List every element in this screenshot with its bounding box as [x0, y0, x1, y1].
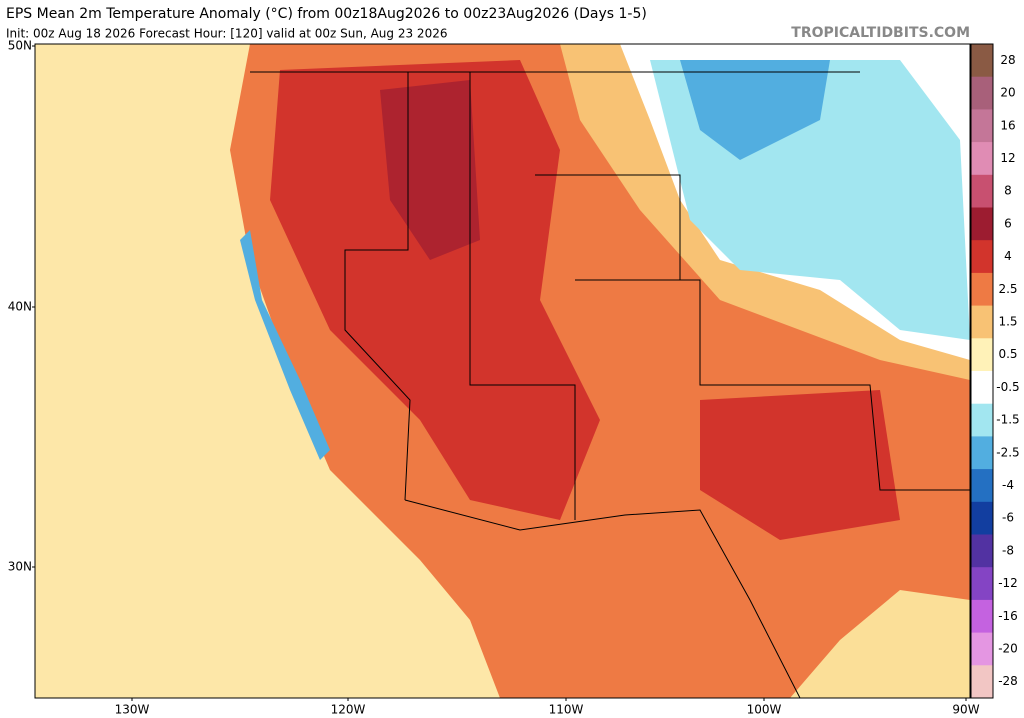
colorbar-swatch	[971, 142, 993, 176]
lat-label: 50N	[8, 39, 32, 53]
colorbar-swatch	[971, 501, 993, 535]
colorbar-label: 0.5	[998, 347, 1017, 361]
lon-labels: 130W 120W 110W 100W 90W	[115, 698, 980, 717]
colorbar-swatch	[971, 207, 993, 241]
colorbar-label: -2.5	[996, 445, 1019, 459]
colorbar-label: -8	[1002, 543, 1014, 557]
colorbar-swatch	[971, 534, 993, 568]
colorbar-frame	[970, 43, 994, 699]
colorbar-label: 20	[1000, 86, 1015, 100]
colorbar-swatch	[971, 305, 993, 339]
colorbar-label: 16	[1000, 118, 1015, 132]
colorbar-label: -1.5	[996, 413, 1019, 427]
colorbar-label: 2.5	[998, 282, 1017, 296]
coastal-cool	[240, 230, 330, 460]
colorbar-label: -4	[1002, 478, 1014, 492]
colorbar-label: 4	[1004, 249, 1012, 263]
colorbar-label: 1.5	[998, 314, 1017, 328]
title: EPS Mean 2m Temperature Anomaly (°C) fro…	[6, 6, 647, 22]
borders	[250, 71, 970, 699]
colorbar-swatch	[971, 436, 993, 470]
map-area	[35, 44, 970, 699]
lon-label: 90W	[952, 703, 979, 717]
colorbar-label: 6	[1004, 216, 1012, 230]
hot-core	[380, 80, 480, 260]
colorbar-swatch	[971, 403, 993, 437]
subtitle: Init: 00z Aug 18 2026 Forecast Hour: [12…	[6, 27, 447, 41]
lon-label: 110W	[549, 703, 584, 717]
colorbar-swatch	[971, 76, 993, 110]
colorbar-swatch	[971, 272, 993, 307]
colorbar-label: -16	[998, 609, 1018, 623]
lon-label: 130W	[115, 703, 150, 717]
lon-label: 100W	[747, 703, 782, 717]
colorbar-swatch	[971, 469, 993, 503]
lat-labels: 50N 40N 30N	[8, 39, 35, 574]
lat-label: 40N	[8, 300, 32, 314]
colorbar-label: -12	[998, 576, 1018, 590]
colorbar-label: -0.5	[996, 380, 1019, 394]
colorbar-swatch	[971, 338, 993, 372]
colorbar-label: 8	[1004, 184, 1012, 198]
colorbar-swatch	[971, 109, 993, 143]
colorbar-swatch	[971, 567, 993, 601]
colorbar-swatch	[971, 174, 993, 208]
colorbar: 28 20 16 12 8 6 4 2.5 1.5 0.5 -0.5 -1.5 -2.5 -4 -6 -8 -1…	[970, 43, 1020, 699]
colorbar-swatch	[971, 371, 993, 405]
site-watermark: TROPICALTIDBITS.COM	[791, 25, 970, 41]
colorbar-label: -6	[1002, 511, 1014, 525]
colorbar-label: -20	[998, 641, 1018, 655]
colorbar-label: 28	[1000, 53, 1015, 67]
colorbar-label: -28	[998, 674, 1018, 688]
hot-plains	[700, 390, 900, 540]
map-frame	[34, 43, 971, 699]
colorbar-swatch	[971, 240, 993, 274]
ocean-warm	[35, 44, 500, 698]
colorbar-label: 12	[1000, 151, 1015, 165]
colorbar-swatch	[971, 632, 993, 666]
colorbar-swatch	[971, 44, 993, 78]
colorbar-swatch	[971, 665, 993, 699]
lon-label: 120W	[331, 703, 366, 717]
cooler	[680, 60, 830, 160]
colorbar-swatch	[971, 599, 993, 634]
hot-west	[270, 60, 600, 520]
lat-label: 30N	[8, 560, 32, 574]
